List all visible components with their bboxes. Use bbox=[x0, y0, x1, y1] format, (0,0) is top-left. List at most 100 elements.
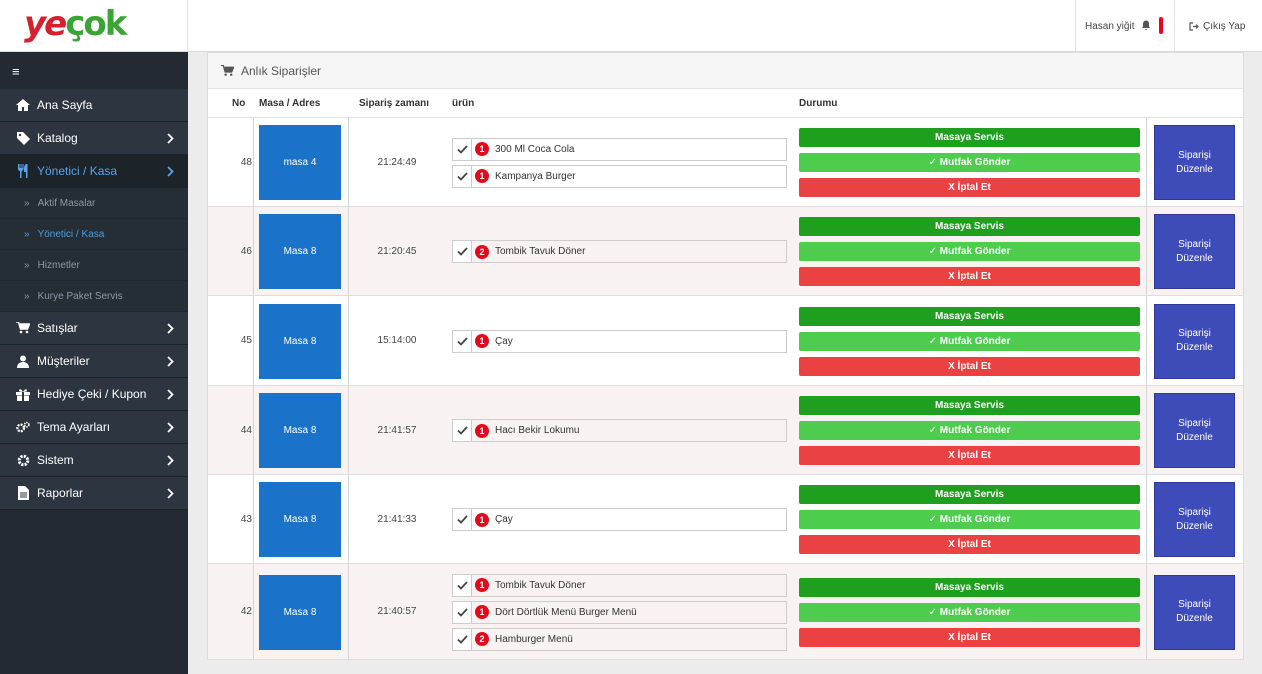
panel-title: Anlık Siparişler bbox=[241, 63, 322, 78]
kitchen-send-button[interactable]: ✓ Mutfak Gönder bbox=[799, 421, 1140, 440]
table-button[interactable]: Masa 8 bbox=[259, 303, 341, 379]
cancel-button[interactable]: X İptal Et bbox=[799, 535, 1140, 554]
edit-order-label: Siparişi Düzenle bbox=[1176, 598, 1213, 626]
sidebar-subitem-hizmetler[interactable]: » Hizmetler bbox=[0, 250, 188, 281]
serve-button[interactable]: Masaya Servis bbox=[799, 485, 1140, 504]
chevron-right-icon bbox=[167, 133, 174, 144]
cancel-button[interactable]: X İptal Et bbox=[799, 267, 1140, 286]
column-divider bbox=[348, 118, 349, 206]
sidebar-item-satislar[interactable]: Satışlar bbox=[0, 312, 188, 345]
edit-order-button[interactable]: Siparişi Düzenle bbox=[1154, 214, 1235, 289]
kitchen-send-button[interactable]: ✓ Mutfak Gönder bbox=[799, 602, 1140, 622]
item-checkbox[interactable] bbox=[452, 600, 472, 624]
item-checkbox[interactable] bbox=[452, 573, 472, 597]
item-checkbox[interactable] bbox=[452, 329, 472, 353]
logout-icon[interactable] bbox=[1189, 22, 1199, 31]
kitchen-send-button[interactable]: ✓ Mutfak Gönder bbox=[799, 242, 1140, 261]
sidebar-subitem-yonetici-kasa[interactable]: » Yönetici / Kasa bbox=[0, 219, 188, 250]
sidebar-toggle-icon[interactable]: ≡ bbox=[12, 64, 20, 79]
edit-order-button[interactable]: Siparişi Düzenle bbox=[1154, 303, 1235, 379]
serve-button[interactable]: Masaya Servis bbox=[799, 306, 1140, 326]
edit-order-button[interactable]: Siparişi Düzenle bbox=[1154, 393, 1235, 468]
sidebar-item-yonetici-kasa[interactable]: Yönetici / Kasa bbox=[0, 155, 188, 188]
kitchen-send-button[interactable]: ✓ Mutfak Gönder bbox=[799, 153, 1140, 172]
column-divider bbox=[348, 564, 349, 659]
sidebar-subitem-aktif-masalar[interactable]: » Aktif Masalar bbox=[0, 188, 188, 219]
table-button[interactable]: Masa 8 bbox=[259, 214, 341, 289]
bell-icon[interactable] bbox=[1141, 20, 1151, 31]
brand-logo[interactable]: yeçok bbox=[24, 4, 127, 44]
item-checkbox[interactable] bbox=[452, 137, 472, 161]
sidebar-item-musteriler[interactable]: Müşteriler bbox=[0, 345, 188, 378]
item-checkbox[interactable] bbox=[452, 627, 472, 651]
order-item: 1 Kampanya Burger bbox=[452, 164, 787, 188]
quantity-badge: 1 bbox=[475, 578, 489, 592]
column-divider bbox=[1146, 564, 1147, 659]
edit-order-label: Siparişi Düzenle bbox=[1176, 506, 1213, 534]
cancel-button[interactable]: X İptal Et bbox=[799, 627, 1140, 647]
check-icon bbox=[456, 247, 468, 256]
user-menu[interactable]: Hasan yiğit bbox=[1075, 0, 1175, 51]
quantity-badge: 1 bbox=[475, 169, 489, 183]
item-checkbox[interactable] bbox=[452, 164, 472, 188]
sidebar-item-sistem[interactable]: Sistem bbox=[0, 444, 188, 477]
logo-part-ye: ye bbox=[24, 4, 67, 44]
table-button[interactable]: masa 4 bbox=[259, 125, 341, 200]
chevron-right-icon bbox=[167, 422, 174, 433]
cart-icon bbox=[221, 64, 234, 76]
check-icon bbox=[456, 580, 468, 590]
kitchen-send-button[interactable]: ✓ Mutfak Gönder bbox=[799, 331, 1140, 351]
order-time: 21:40:57 bbox=[377, 606, 417, 617]
edit-order-label-line1: Siparişi bbox=[1178, 417, 1211, 429]
table-button[interactable]: Masa 8 bbox=[259, 393, 341, 468]
sidebar-item-tema-ayarlari[interactable]: Tema Ayarları bbox=[0, 411, 188, 444]
serve-button[interactable]: Masaya Servis bbox=[799, 396, 1140, 415]
edit-order-button[interactable]: Siparişi Düzenle bbox=[1154, 482, 1235, 557]
item-checkbox[interactable] bbox=[452, 240, 472, 263]
table-row: 46 Masa 8 21:20:45 2 Tombik Tavuk Döner Masay… bbox=[208, 207, 1243, 296]
cancel-button[interactable]: X İptal Et bbox=[799, 356, 1140, 376]
sidebar-item-katalog[interactable]: Katalog bbox=[0, 122, 188, 155]
edit-order-label: Siparişi Düzenle bbox=[1176, 327, 1213, 355]
kitchen-send-button[interactable]: ✓ Mutfak Gönder bbox=[799, 510, 1140, 529]
table-row: 43 Masa 8 21:41:33 1 Çay Masaya Servis ✓ Mutfa… bbox=[208, 475, 1243, 564]
gift-icon bbox=[16, 387, 30, 401]
sidebar-item-ana-sayfa[interactable]: Ana Sayfa bbox=[0, 89, 188, 122]
sidebar-subitem-kurye-paket-servis[interactable]: » Kurye Paket Servis bbox=[0, 281, 188, 312]
table-button[interactable]: Masa 8 bbox=[259, 482, 341, 557]
edit-order-label-line2: Düzenle bbox=[1176, 613, 1213, 624]
item-checkbox[interactable] bbox=[452, 419, 472, 442]
order-time: 15:14:00 bbox=[377, 335, 417, 346]
check-icon bbox=[456, 426, 468, 435]
sidebar-item-raporlar[interactable]: Raporlar bbox=[0, 477, 188, 510]
cancel-button[interactable]: X İptal Et bbox=[799, 178, 1140, 197]
serve-button[interactable]: Masaya Servis bbox=[799, 217, 1140, 236]
logo-part-cok: çok bbox=[65, 4, 127, 44]
sidebar-subitem-label: Yönetici / Kasa bbox=[37, 228, 105, 240]
order-time: 21:24:49 bbox=[377, 156, 417, 168]
serve-button[interactable]: Masaya Servis bbox=[799, 577, 1140, 597]
item-checkbox[interactable] bbox=[452, 508, 472, 531]
serve-button[interactable]: Masaya Servis bbox=[799, 128, 1140, 147]
notification-indicator[interactable] bbox=[1159, 17, 1163, 34]
table-row: 48 masa 4 21:24:49 1 300 Ml Coca Cola 1 Kampan… bbox=[208, 118, 1243, 207]
edit-order-label-line1: Siparişi bbox=[1178, 599, 1211, 610]
edit-order-button[interactable]: Siparişi Düzenle bbox=[1154, 125, 1235, 200]
chevron-right-icon bbox=[167, 166, 174, 177]
logout-link[interactable]: Çıkış Yap bbox=[1203, 21, 1246, 32]
edit-order-button[interactable]: Siparişi Düzenle bbox=[1154, 574, 1235, 650]
table-row: 44 Masa 8 21:41:57 1 Hacı Bekir Lokumu Masaya… bbox=[208, 386, 1243, 475]
column-divider bbox=[253, 564, 254, 659]
table-button[interactable]: Masa 8 bbox=[259, 574, 341, 650]
column-divider bbox=[348, 207, 349, 295]
table-header: No Masa / Adres Sipariş zamanı ürün Duru… bbox=[208, 89, 1243, 118]
order-number: 48 bbox=[240, 156, 252, 168]
sidebar-item-hediye-ceki[interactable]: Hediye Çeki / Kupon bbox=[0, 378, 188, 411]
sidebar-item-label: Raporlar bbox=[37, 486, 84, 500]
logo-container[interactable]: yeçok bbox=[0, 0, 188, 51]
item-name: 300 Ml Coca Cola bbox=[495, 143, 575, 155]
check-icon bbox=[456, 607, 468, 617]
cogs-icon bbox=[16, 420, 30, 434]
cancel-button[interactable]: X İptal Et bbox=[799, 446, 1140, 465]
item-label-box: 1 Kampanya Burger bbox=[472, 164, 787, 188]
